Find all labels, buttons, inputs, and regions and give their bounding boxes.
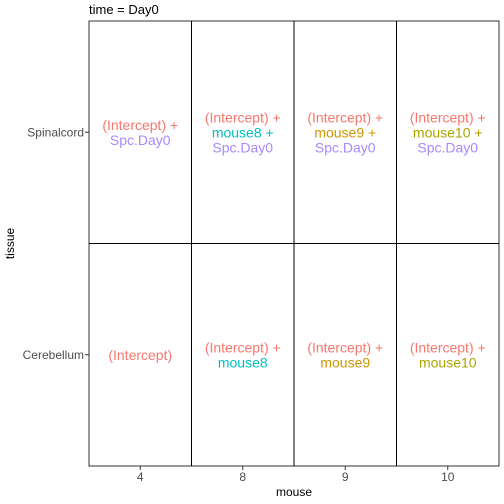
cell-term-text: (Intercept) + (205, 109, 281, 125)
x-tick-label: 8 (239, 470, 246, 484)
cell-term-text: mouse9 + (314, 124, 376, 140)
chart-title: time = Day0 (89, 2, 159, 17)
cell-label: (Intercept) +mouse9 +Spc.Day0 (307, 109, 383, 155)
x-tick-label: 10 (441, 470, 455, 484)
cell-term-text: (Intercept) + (307, 109, 383, 125)
x-tick-label: 4 (137, 470, 144, 484)
grid-lines (89, 21, 499, 466)
cell-labels: (Intercept) +Spc.Day0(Intercept) +mouse8… (102, 109, 485, 370)
cell-label: (Intercept) +mouse10 (410, 339, 486, 370)
cell-label: (Intercept) +mouse8 +Spc.Day0 (205, 109, 281, 155)
cell-term-text: Spc.Day0 (110, 132, 171, 148)
cell-label: (Intercept) +mouse10 +Spc.Day0 (410, 109, 486, 155)
x-axis: 4 8 9 10 (137, 466, 455, 484)
cell-label: (Intercept) +Spc.Day0 (102, 117, 178, 148)
cell-term-text: (Intercept) + (307, 339, 383, 355)
cell-term-text: mouse10 + (413, 124, 483, 140)
y-tick-label: Spinalcord (27, 125, 84, 139)
cell-term-text: (Intercept) + (205, 339, 281, 355)
cell-label: (Intercept) +mouse9 (307, 339, 383, 370)
x-tick-label: 9 (342, 470, 349, 484)
cell-term-text: (Intercept) (108, 347, 172, 363)
cell-label: (Intercept) (108, 347, 172, 363)
cell-term-text: (Intercept) + (410, 339, 486, 355)
y-axis-title: tissue (3, 228, 17, 260)
cell-term-text: mouse9 (320, 354, 370, 370)
cell-term-text: mouse10 (419, 354, 477, 370)
x-axis-title: mouse (276, 485, 312, 499)
y-axis: Spinalcord Cerebellum (23, 125, 89, 362)
cell-term-text: Spc.Day0 (417, 139, 478, 155)
cell-term-text: Spc.Day0 (212, 139, 273, 155)
cell-term-text: mouse8 + (212, 124, 274, 140)
cell-term-text: (Intercept) + (410, 109, 486, 125)
cell-label: (Intercept) +mouse8 (205, 339, 281, 370)
cell-term-text: Spc.Day0 (315, 139, 376, 155)
cell-term-text: mouse8 (218, 354, 268, 370)
cell-term-text: (Intercept) + (102, 117, 178, 133)
y-tick-label: Cerebellum (23, 348, 84, 362)
